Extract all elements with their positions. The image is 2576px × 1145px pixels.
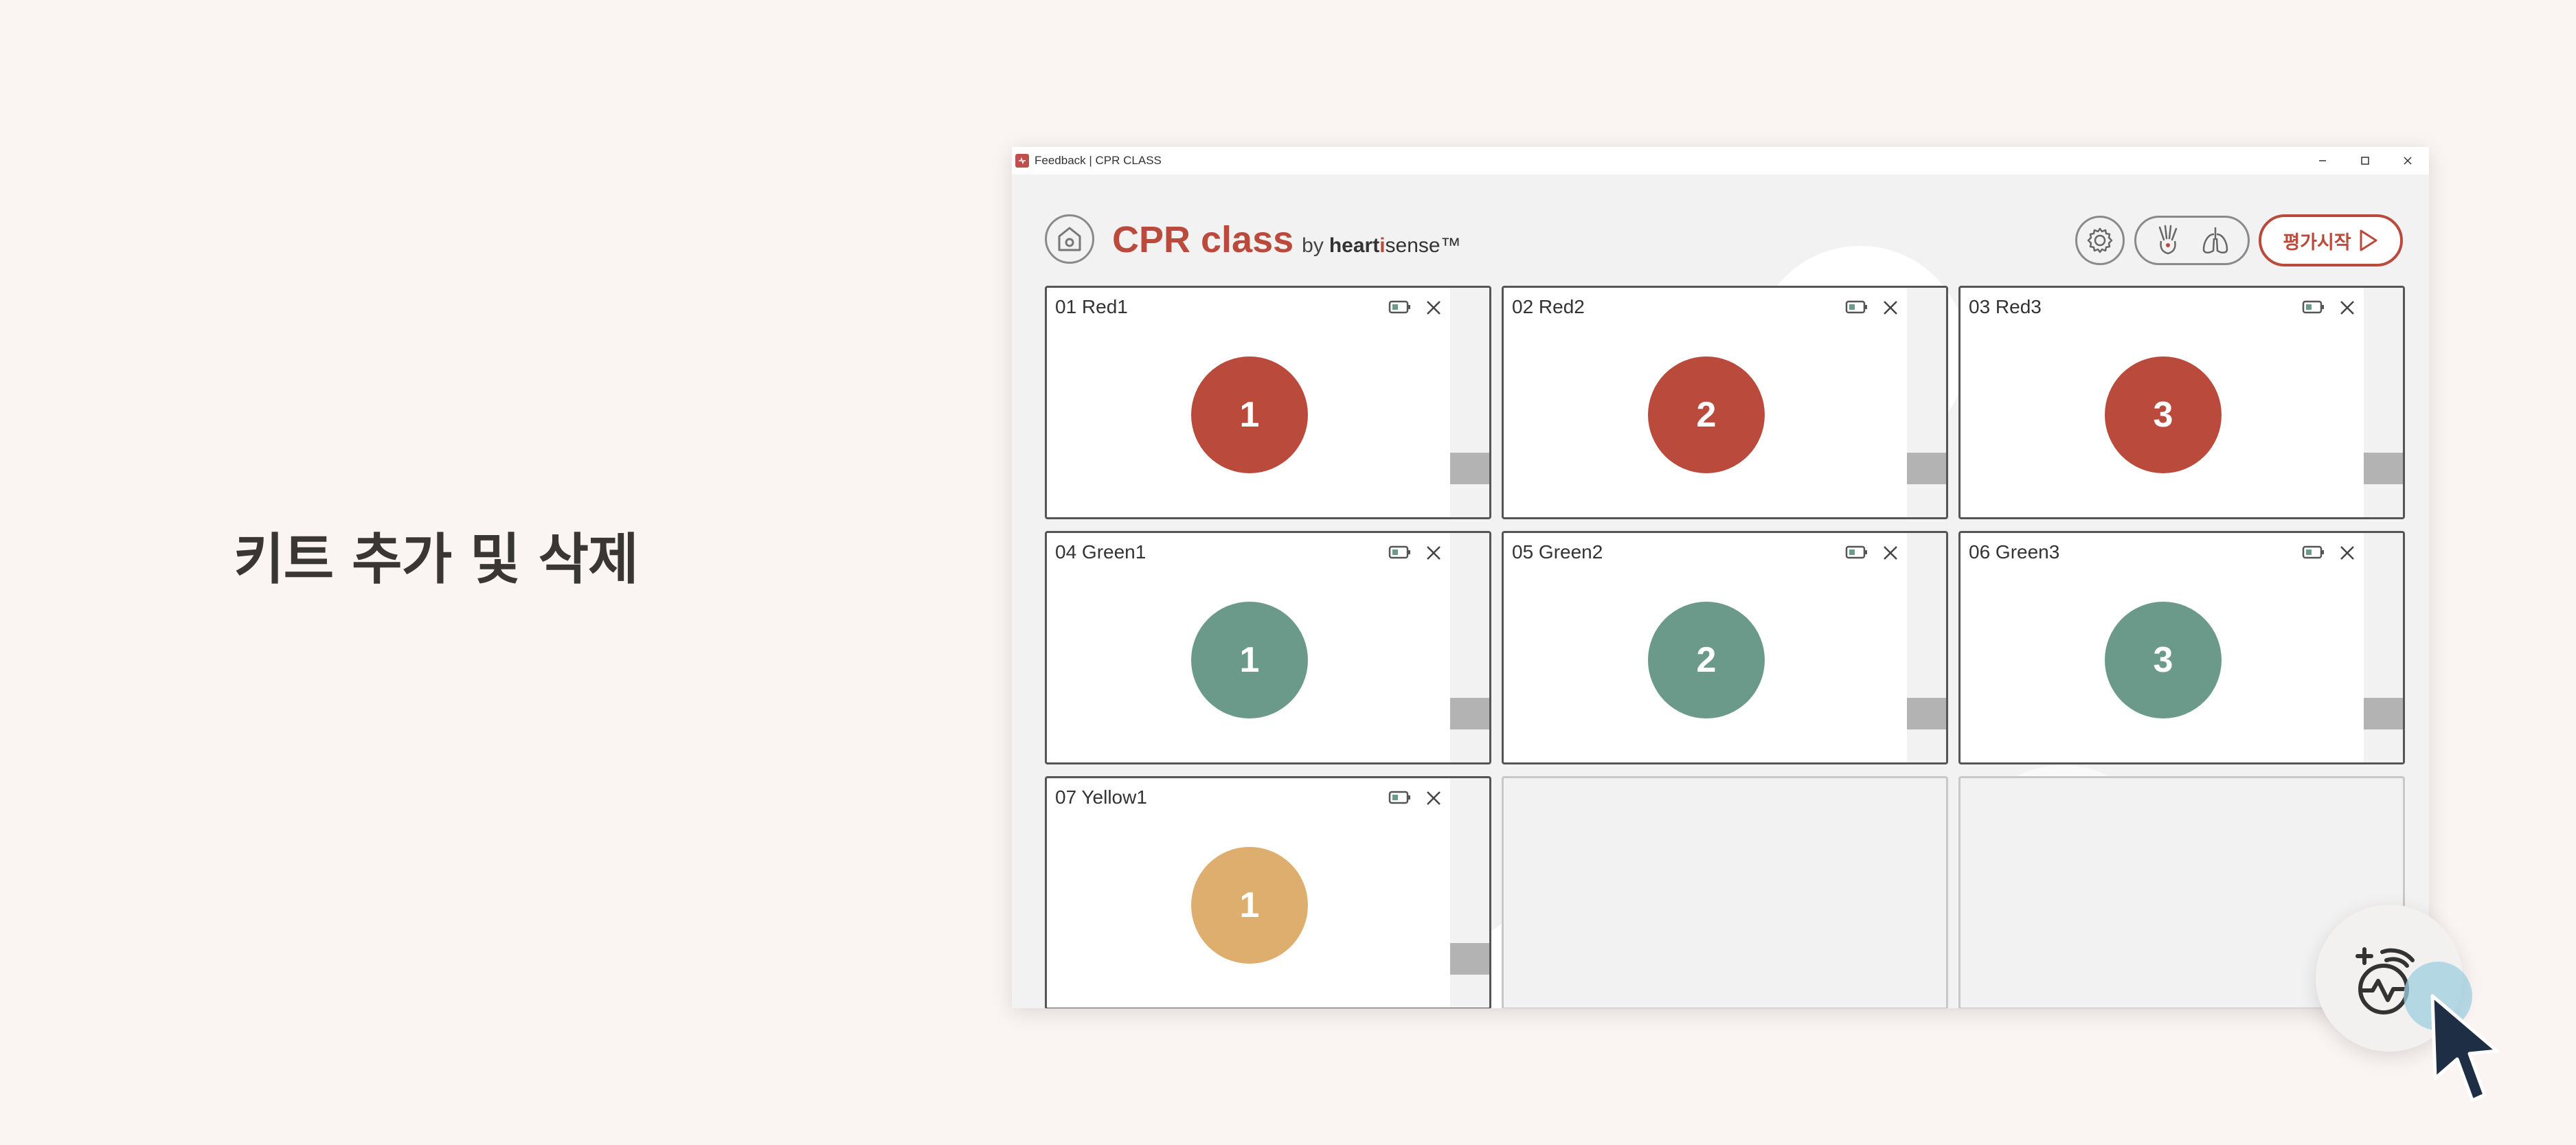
battery-icon (1845, 545, 1867, 559)
kit-card: 01 Red1 1 (1045, 286, 1491, 519)
kit-label: 02 Red2 (1512, 296, 1585, 317)
minimize-icon[interactable] (2301, 147, 2344, 174)
cursor-icon (2430, 994, 2499, 1102)
brand-name: heartisense™ (1329, 234, 1461, 258)
headline: 키트 추가 및 삭제 (234, 528, 639, 591)
hands-compression-icon (2158, 225, 2178, 255)
kit-card: 03 Red3 3 (1958, 286, 2405, 519)
kit-number-badge: 1 (1191, 356, 1308, 473)
kit-card: 05 Green2 2 (1502, 531, 1948, 764)
card-scroll-thumb[interactable] (1907, 453, 1946, 484)
play-icon (2360, 229, 2377, 251)
app-icon (1015, 154, 1029, 168)
brand-logo: CPR class by heartisense™ (1112, 218, 1461, 262)
card-scroll-thumb[interactable] (1450, 453, 1489, 484)
brand-title: CPR class (1112, 219, 1294, 260)
close-icon[interactable] (1882, 299, 1899, 317)
close-icon[interactable] (1425, 544, 1443, 562)
kit-card: 04 Green1 1 (1045, 531, 1491, 764)
brand-sense: sense (1385, 234, 1440, 257)
kit-card: 02 Red2 2 (1502, 286, 1948, 519)
kit-label: 04 Green1 (1055, 541, 1146, 563)
kit-label: 01 Red1 (1055, 296, 1128, 317)
kit-number-badge: 3 (2105, 602, 2222, 718)
battery-icon (2302, 545, 2324, 559)
close-icon[interactable] (1882, 544, 1899, 562)
close-icon[interactable] (1425, 789, 1443, 807)
kit-card: 07 Yellow1 1 (1045, 776, 1491, 1008)
kit-label: 05 Green2 (1512, 541, 1603, 563)
kit-number-badge: 2 (1648, 356, 1765, 473)
battery-icon (1388, 545, 1410, 559)
kit-card: 06 Green3 3 (1958, 531, 2405, 764)
card-scroll-thumb[interactable] (1907, 698, 1946, 729)
kit-number-badge: 3 (2105, 356, 2222, 473)
kit-label: 06 Green3 (1969, 541, 2060, 563)
kit-number-badge: 1 (1191, 602, 1308, 718)
mode-toggle-button[interactable] (2134, 216, 2250, 265)
kit-number-badge: 1 (1191, 847, 1308, 964)
settings-button[interactable] (2075, 216, 2125, 265)
battery-icon (1388, 791, 1410, 804)
close-icon[interactable] (2338, 299, 2356, 317)
card-scroll-thumb[interactable] (2364, 698, 2403, 729)
lungs-icon (2202, 227, 2228, 253)
empty-kit-slot (1502, 776, 1948, 1008)
brand-heart: heart (1329, 234, 1380, 257)
app-window: Feedback | CPR CLASS CPR class by hearti… (1012, 147, 2429, 1008)
brand-i: i (1379, 234, 1386, 257)
start-assessment-button[interactable]: 평가시작 (2259, 214, 2403, 267)
home-button[interactable] (1045, 214, 1094, 264)
start-label: 평가시작 (2283, 231, 2351, 253)
close-icon[interactable] (1425, 299, 1443, 317)
kit-number-badge: 2 (1648, 602, 1765, 718)
maximize-icon[interactable] (2344, 147, 2386, 174)
battery-icon (1388, 300, 1410, 314)
title-bar: Feedback | CPR CLASS (1012, 147, 2429, 174)
gear-icon (2087, 227, 2113, 253)
card-scroll-thumb[interactable] (1450, 943, 1489, 975)
window-title: Feedback | CPR CLASS (1035, 154, 1162, 167)
brand-tm: ™ (1440, 234, 1461, 257)
kit-label: 07 Yellow1 (1055, 786, 1147, 808)
close-icon[interactable] (2386, 147, 2429, 174)
card-scroll-thumb[interactable] (2364, 453, 2403, 484)
close-icon[interactable] (2338, 544, 2356, 562)
card-scroll-thumb[interactable] (1450, 698, 1489, 729)
battery-icon (1845, 300, 1867, 314)
home-icon (1058, 227, 1081, 251)
kit-label: 03 Red3 (1969, 296, 2042, 317)
brand-by: by (1302, 234, 1324, 257)
battery-icon (2302, 300, 2324, 314)
